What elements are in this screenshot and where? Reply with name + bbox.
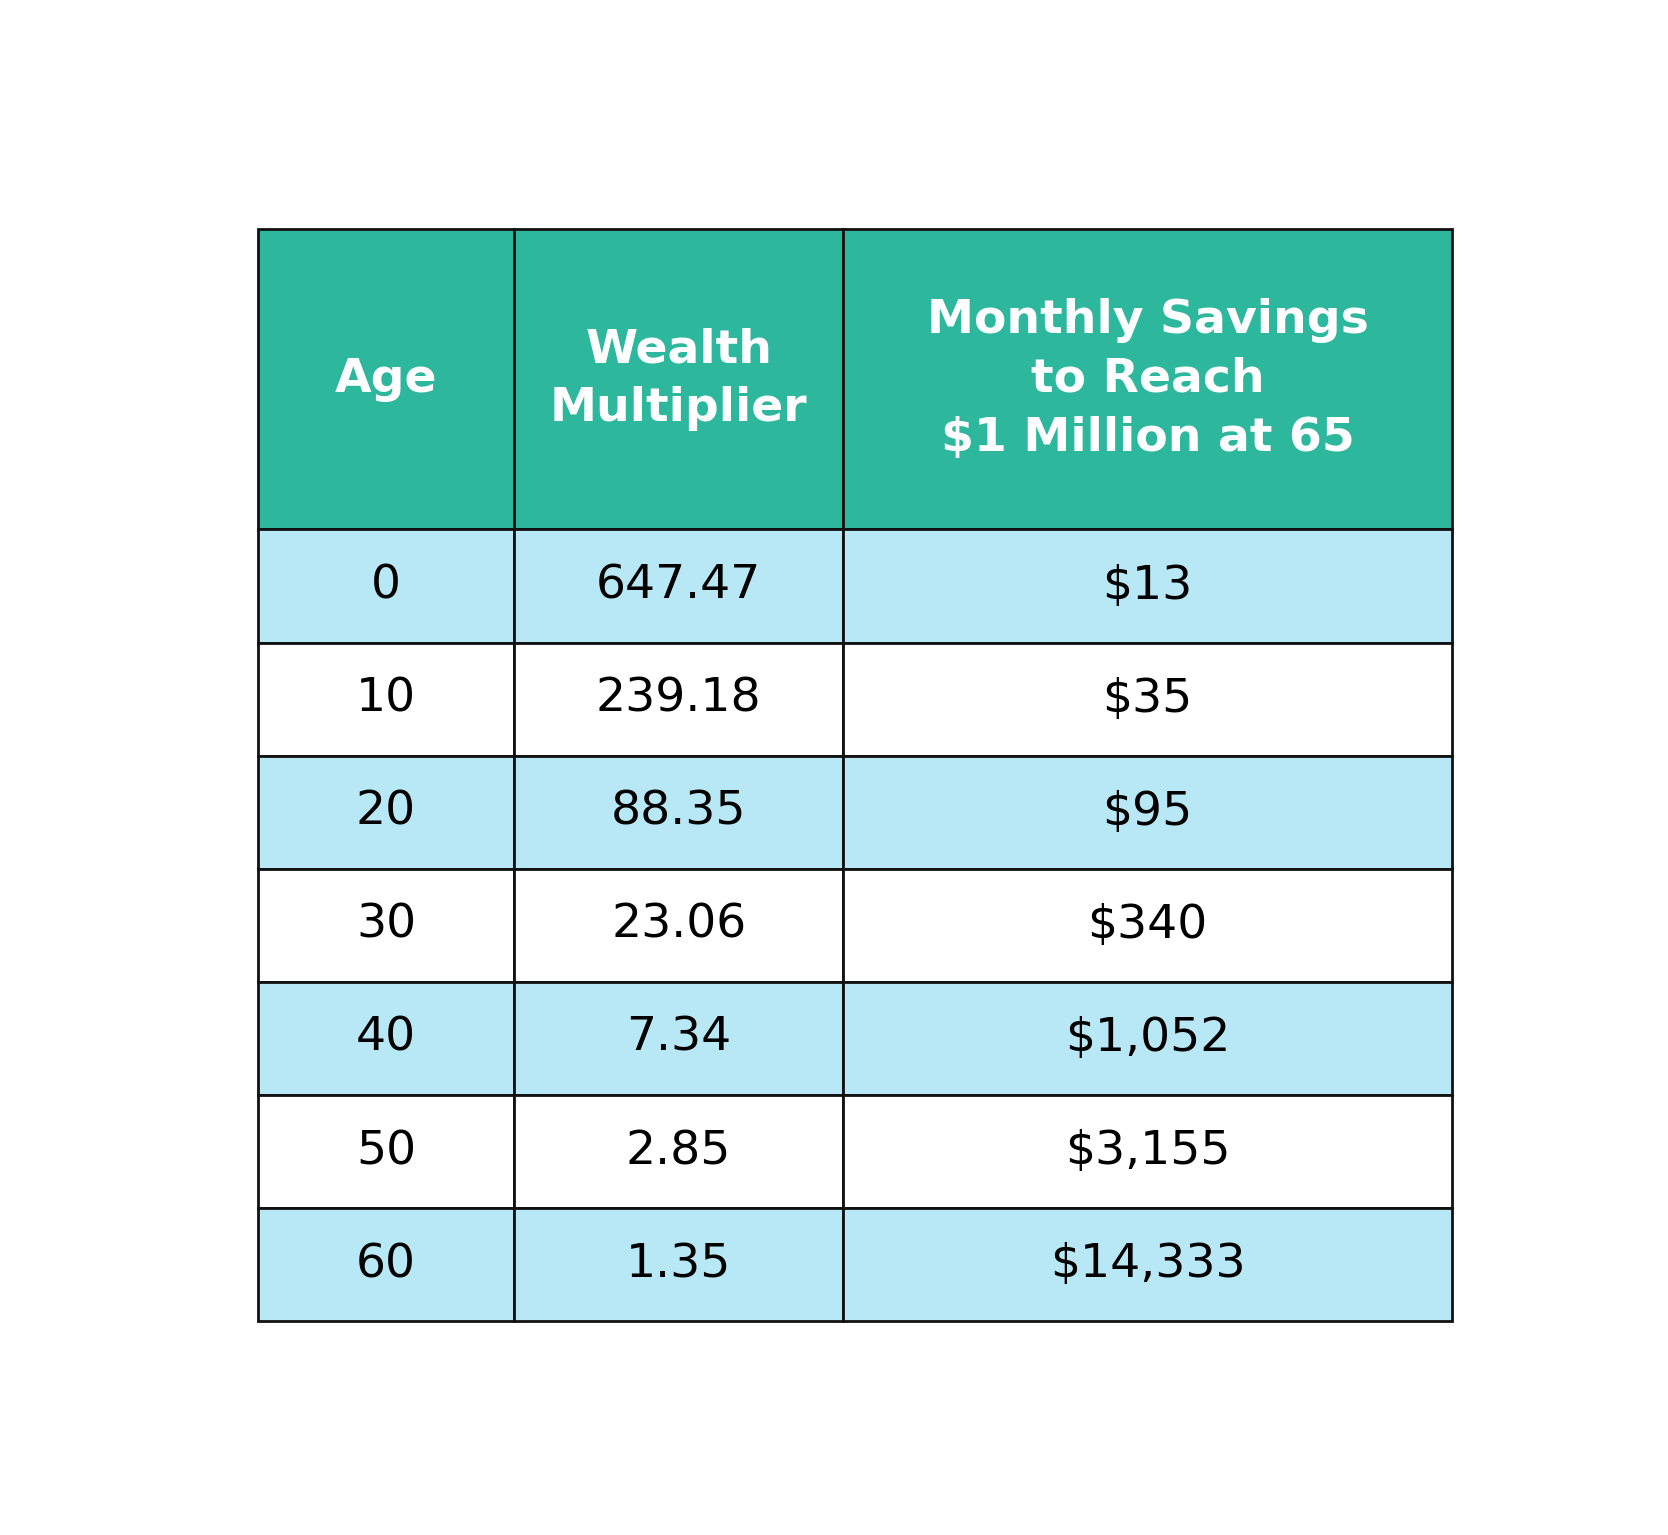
Bar	[842, 869, 1453, 982]
Bar	[257, 229, 514, 530]
Text: $1,052: $1,052	[1064, 1016, 1231, 1061]
Text: $35: $35	[1103, 677, 1193, 721]
Bar	[842, 1208, 1453, 1322]
Text: 30: 30	[355, 903, 415, 947]
Bar	[514, 530, 842, 643]
Bar	[514, 755, 842, 869]
Text: 1.35: 1.35	[626, 1242, 731, 1288]
Bar	[842, 229, 1453, 530]
Bar	[842, 530, 1453, 643]
Text: 647.47: 647.47	[595, 563, 761, 608]
Bar	[257, 755, 514, 869]
Text: 88.35: 88.35	[610, 789, 746, 835]
Bar	[514, 229, 842, 530]
Text: $340: $340	[1088, 903, 1208, 947]
Text: 239.18: 239.18	[595, 677, 762, 721]
Text: 0: 0	[370, 563, 400, 608]
Text: $3,155: $3,155	[1064, 1130, 1231, 1174]
Bar	[257, 1094, 514, 1208]
Bar	[257, 1208, 514, 1322]
Bar	[257, 530, 514, 643]
Text: 40: 40	[355, 1016, 415, 1061]
Text: 20: 20	[355, 789, 415, 835]
Bar	[842, 982, 1453, 1094]
Text: Monthly Savings
to Reach
$1 Million at 65: Monthly Savings to Reach $1 Million at 6…	[926, 298, 1368, 460]
Bar	[514, 982, 842, 1094]
Bar	[514, 869, 842, 982]
Text: $95: $95	[1103, 789, 1193, 835]
Text: 7.34: 7.34	[626, 1016, 731, 1061]
Bar	[842, 755, 1453, 869]
Text: 23.06: 23.06	[610, 903, 746, 947]
Text: $14,333: $14,333	[1049, 1242, 1246, 1288]
Bar	[842, 643, 1453, 755]
Text: 2.85: 2.85	[626, 1130, 731, 1174]
Bar	[514, 1208, 842, 1322]
Bar	[842, 1094, 1453, 1208]
Text: 10: 10	[355, 677, 415, 721]
Bar	[514, 643, 842, 755]
Text: 50: 50	[355, 1130, 415, 1174]
Text: Wealth
Multiplier: Wealth Multiplier	[550, 327, 807, 431]
Bar	[514, 1094, 842, 1208]
Bar	[257, 982, 514, 1094]
Bar	[257, 869, 514, 982]
Text: $13: $13	[1103, 563, 1193, 608]
Text: Age: Age	[335, 356, 437, 402]
Bar	[257, 643, 514, 755]
Text: 60: 60	[355, 1242, 415, 1288]
